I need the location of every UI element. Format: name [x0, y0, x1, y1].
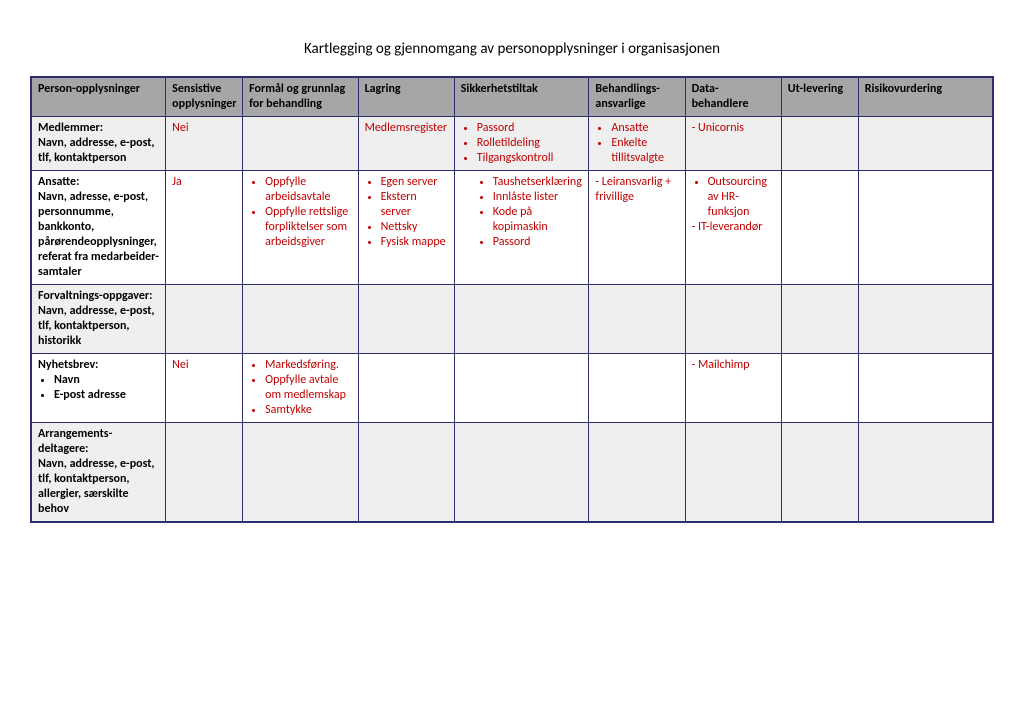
col-header-6: Data-behandlere	[685, 77, 781, 117]
table-header-row: Person-opplysningerSensistive opplysning…	[31, 77, 993, 117]
cell-security: TaushetserklæringInnlåste listerKode på …	[454, 171, 589, 285]
cell-processors	[685, 423, 781, 523]
cell-processors: Outsourcing av HR-funksjon- IT-leverandø…	[685, 171, 781, 285]
col-header-0: Person-opplysninger	[31, 77, 166, 117]
cell-delivery	[781, 171, 858, 285]
cell-security	[454, 354, 589, 423]
cell-risk	[858, 171, 993, 285]
cell-security: PassordRolletildelingTilgangskontroll	[454, 117, 589, 171]
cell-delivery	[781, 354, 858, 423]
cell-storage: Egen serverEkstern serverNettskyFysisk m…	[358, 171, 454, 285]
table-row: Medlemmer:Navn, addresse, e-post, tlf, k…	[31, 117, 993, 171]
cell-delivery	[781, 117, 858, 171]
col-header-8: Risikovurdering	[858, 77, 993, 117]
cell-security	[454, 285, 589, 354]
table-row: Forvaltnings-oppgaver:Navn, addresse, e-…	[31, 285, 993, 354]
cell-processors: - Mailchimp	[685, 354, 781, 423]
col-header-2: Formål og grunnlag for behandling	[243, 77, 358, 117]
cell-sensitive	[166, 285, 243, 354]
cell-risk	[858, 117, 993, 171]
cell-delivery	[781, 285, 858, 354]
cell-sensitive: Nei	[166, 117, 243, 171]
cell-risk	[858, 423, 993, 523]
cell-storage	[358, 423, 454, 523]
cell-responsible: AnsatteEnkelte tillitsvalgte	[589, 117, 685, 171]
cell-responsible	[589, 354, 685, 423]
cell-responsible: - Leiransvarlig + frivillige	[589, 171, 685, 285]
cell-storage	[358, 354, 454, 423]
cell-processors: - Unicornis	[685, 117, 781, 171]
cell-risk	[858, 354, 993, 423]
cell-purpose: Markedsføring.Oppfylle avtale om medlems…	[243, 354, 358, 423]
cell-person: Nyhetsbrev:NavnE-post adresse	[31, 354, 166, 423]
cell-storage: Medlemsregister	[358, 117, 454, 171]
table-body: Medlemmer:Navn, addresse, e-post, tlf, k…	[31, 117, 993, 523]
cell-processors	[685, 285, 781, 354]
cell-purpose	[243, 423, 358, 523]
page-title: Kartlegging og gjennomgang av personoppl…	[30, 40, 994, 58]
cell-responsible	[589, 285, 685, 354]
cell-person: Forvaltnings-oppgaver:Navn, addresse, e-…	[31, 285, 166, 354]
col-header-7: Ut-levering	[781, 77, 858, 117]
col-header-1: Sensistive opplysninger	[166, 77, 243, 117]
cell-person: Arrangements-deltagere:Navn, addresse, e…	[31, 423, 166, 523]
cell-sensitive: Ja	[166, 171, 243, 285]
col-header-3: Lagring	[358, 77, 454, 117]
cell-person: Ansatte:Navn, adresse, e-post, personnum…	[31, 171, 166, 285]
col-header-5: Behandlings-ansvarlige	[589, 77, 685, 117]
cell-sensitive: Nei	[166, 354, 243, 423]
cell-storage	[358, 285, 454, 354]
cell-purpose	[243, 285, 358, 354]
cell-risk	[858, 285, 993, 354]
cell-security	[454, 423, 589, 523]
cell-delivery	[781, 423, 858, 523]
cell-sensitive	[166, 423, 243, 523]
table-row: Nyhetsbrev:NavnE-post adresseNeiMarkedsf…	[31, 354, 993, 423]
cell-person: Medlemmer:Navn, addresse, e-post, tlf, k…	[31, 117, 166, 171]
cell-responsible	[589, 423, 685, 523]
cell-purpose: Oppfylle arbeidsavtaleOppfylle rettslige…	[243, 171, 358, 285]
cell-purpose	[243, 117, 358, 171]
gdpr-table: Person-opplysningerSensistive opplysning…	[30, 76, 994, 523]
table-row: Ansatte:Navn, adresse, e-post, personnum…	[31, 171, 993, 285]
table-row: Arrangements-deltagere:Navn, addresse, e…	[31, 423, 993, 523]
col-header-4: Sikkerhetstiltak	[454, 77, 589, 117]
